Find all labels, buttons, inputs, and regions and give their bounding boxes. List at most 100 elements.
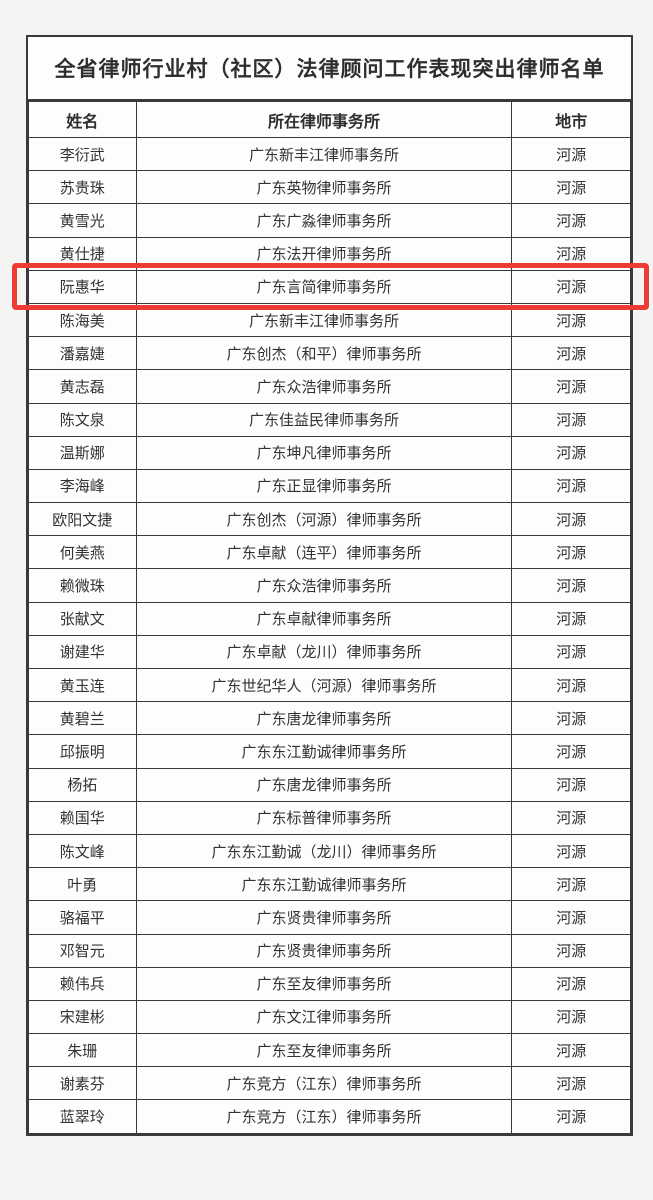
cell-firm: 广东东江勤诚律师事务所 — [135, 867, 513, 902]
cell-city: 河源 — [511, 568, 631, 603]
cell-city: 河源 — [511, 767, 631, 802]
cell-city: 河源 — [511, 468, 631, 504]
cell-city: 河源 — [511, 269, 631, 304]
cell-city: 河源 — [511, 800, 631, 835]
column-header-city: 地市 — [511, 101, 631, 138]
table-row: 苏贵珠 广东英物律师事务所 河源 — [28, 170, 631, 205]
table-row: 黄碧兰 广东唐龙律师事务所 河源 — [28, 701, 631, 736]
table-row: 骆福平 广东贤贵律师事务所 河源 — [28, 900, 631, 935]
cell-firm: 广东卓献（连平）律师事务所 — [135, 535, 513, 570]
cell-firm: 广东文江律师事务所 — [135, 999, 513, 1035]
cell-name: 张献文 — [28, 601, 137, 636]
table-row: 蓝翠玲 广东竞方（江东）律师事务所 河源 — [28, 1099, 631, 1134]
cell-firm: 广东广淼律师事务所 — [135, 203, 513, 238]
table-row: 何美燕 广东卓献（连平）律师事务所 河源 — [28, 535, 631, 570]
cell-city: 河源 — [511, 502, 631, 537]
table-row: 陈海美 广东新丰江律师事务所 河源 — [28, 302, 631, 338]
cell-name: 谢素芬 — [28, 1066, 137, 1101]
cell-firm: 广东法开律师事务所 — [135, 236, 513, 271]
cell-city: 河源 — [511, 369, 631, 404]
cell-firm: 广东创杰（和平）律师事务所 — [135, 336, 513, 371]
cell-firm: 广东唐龙律师事务所 — [135, 767, 513, 802]
cell-city: 河源 — [511, 833, 631, 869]
cell-city: 河源 — [511, 601, 631, 636]
cell-name: 宋建彬 — [28, 999, 137, 1035]
column-header-name: 姓名 — [28, 101, 137, 138]
cell-name: 黄志磊 — [28, 369, 137, 404]
cell-firm: 广东贤贵律师事务所 — [135, 900, 513, 935]
cell-name: 邓智元 — [28, 933, 137, 968]
lawyer-table-sheet: 全省律师行业村（社区）法律顾问工作表现突出律师名单 姓名 所在律师事务所 地市 … — [26, 35, 633, 1136]
table-row: 谢建华 广东卓献（龙川）律师事务所 河源 — [28, 634, 631, 670]
cell-city: 河源 — [511, 203, 631, 238]
cell-name: 李衍武 — [28, 136, 137, 172]
cell-city: 河源 — [511, 435, 631, 470]
cell-name: 朱珊 — [28, 1033, 137, 1068]
table-row: 宋建彬 广东文江律师事务所 河源 — [28, 999, 631, 1035]
table-row: 谢素芬 广东竞方（江东）律师事务所 河源 — [28, 1066, 631, 1101]
cell-name: 杨拓 — [28, 767, 137, 802]
table-row: 朱珊 广东至友律师事务所 河源 — [28, 1033, 631, 1068]
cell-name: 赖国华 — [28, 800, 137, 835]
cell-firm: 广东唐龙律师事务所 — [135, 701, 513, 736]
cell-city: 河源 — [511, 1066, 631, 1101]
cell-firm: 广东正显律师事务所 — [135, 468, 513, 504]
cell-name: 邱振明 — [28, 734, 137, 769]
table-row: 赖微珠 广东众浩律师事务所 河源 — [28, 568, 631, 603]
table-row: 温斯娜 广东坤凡律师事务所 河源 — [28, 435, 631, 470]
cell-firm: 广东至友律师事务所 — [135, 966, 513, 1001]
cell-name: 何美燕 — [28, 535, 137, 570]
cell-city: 河源 — [511, 302, 631, 338]
cell-city: 河源 — [511, 999, 631, 1035]
cell-firm: 广东贤贵律师事务所 — [135, 933, 513, 968]
cell-firm: 广东坤凡律师事务所 — [135, 435, 513, 470]
cell-city: 河源 — [511, 1033, 631, 1068]
table-row: 赖伟兵 广东至友律师事务所 河源 — [28, 966, 631, 1001]
cell-city: 河源 — [511, 170, 631, 205]
cell-firm: 广东众浩律师事务所 — [135, 369, 513, 404]
table-body: 李衍武 广东新丰江律师事务所 河源 苏贵珠 广东英物律师事务所 河源 黄雪光 广东广淼律师事务… — [28, 136, 631, 1134]
table-row: 李衍武 广东新丰江律师事务所 河源 — [28, 136, 631, 172]
cell-firm: 广东言简律师事务所 — [135, 269, 513, 304]
table-row: 黄雪光 广东广淼律师事务所 河源 — [28, 203, 631, 238]
cell-city: 河源 — [511, 402, 631, 437]
table-row: 赖国华 广东标普律师事务所 河源 — [28, 800, 631, 835]
cell-city: 河源 — [511, 136, 631, 172]
cell-name: 欧阳文捷 — [28, 502, 137, 537]
table-row: 阮惠华 广东言简律师事务所 河源 — [28, 269, 631, 304]
cell-name: 黄仕捷 — [28, 236, 137, 271]
cell-firm: 广东世纪华人（河源）律师事务所 — [135, 667, 513, 703]
cell-firm: 广东众浩律师事务所 — [135, 568, 513, 603]
table-row: 黄志磊 广东众浩律师事务所 河源 — [28, 369, 631, 404]
cell-name: 蓝翠玲 — [28, 1099, 137, 1134]
cell-city: 河源 — [511, 900, 631, 935]
cell-city: 河源 — [511, 1099, 631, 1134]
cell-city: 河源 — [511, 634, 631, 670]
cell-firm: 广东东江勤诚律师事务所 — [135, 734, 513, 769]
table-row: 邱振明 广东东江勤诚律师事务所 河源 — [28, 734, 631, 769]
cell-name: 黄碧兰 — [28, 701, 137, 736]
cell-name: 温斯娜 — [28, 435, 137, 470]
table-row: 黄玉连 广东世纪华人（河源）律师事务所 河源 — [28, 667, 631, 703]
cell-name: 阮惠华 — [28, 269, 137, 304]
cell-name: 谢建华 — [28, 634, 137, 670]
header-row: 姓名 所在律师事务所 地市 — [28, 101, 631, 138]
cell-name: 陈海美 — [28, 302, 137, 338]
cell-city: 河源 — [511, 867, 631, 902]
cell-name: 苏贵珠 — [28, 170, 137, 205]
cell-city: 河源 — [511, 933, 631, 968]
cell-firm: 广东新丰江律师事务所 — [135, 136, 513, 172]
table-row: 叶勇 广东东江勤诚律师事务所 河源 — [28, 867, 631, 902]
table-row: 欧阳文捷 广东创杰（河源）律师事务所 河源 — [28, 502, 631, 537]
cell-city: 河源 — [511, 734, 631, 769]
table-row: 陈文泉 广东佳益民律师事务所 河源 — [28, 402, 631, 437]
cell-name: 潘嘉婕 — [28, 336, 137, 371]
table-row: 潘嘉婕 广东创杰（和平）律师事务所 河源 — [28, 336, 631, 371]
table-title: 全省律师行业村（社区）法律顾问工作表现突出律师名单 — [28, 37, 631, 101]
cell-name: 赖微珠 — [28, 568, 137, 603]
cell-firm: 广东东江勤诚（龙川）律师事务所 — [135, 833, 513, 869]
cell-city: 河源 — [511, 701, 631, 736]
cell-firm: 广东创杰（河源）律师事务所 — [135, 502, 513, 537]
cell-firm: 广东至友律师事务所 — [135, 1033, 513, 1068]
